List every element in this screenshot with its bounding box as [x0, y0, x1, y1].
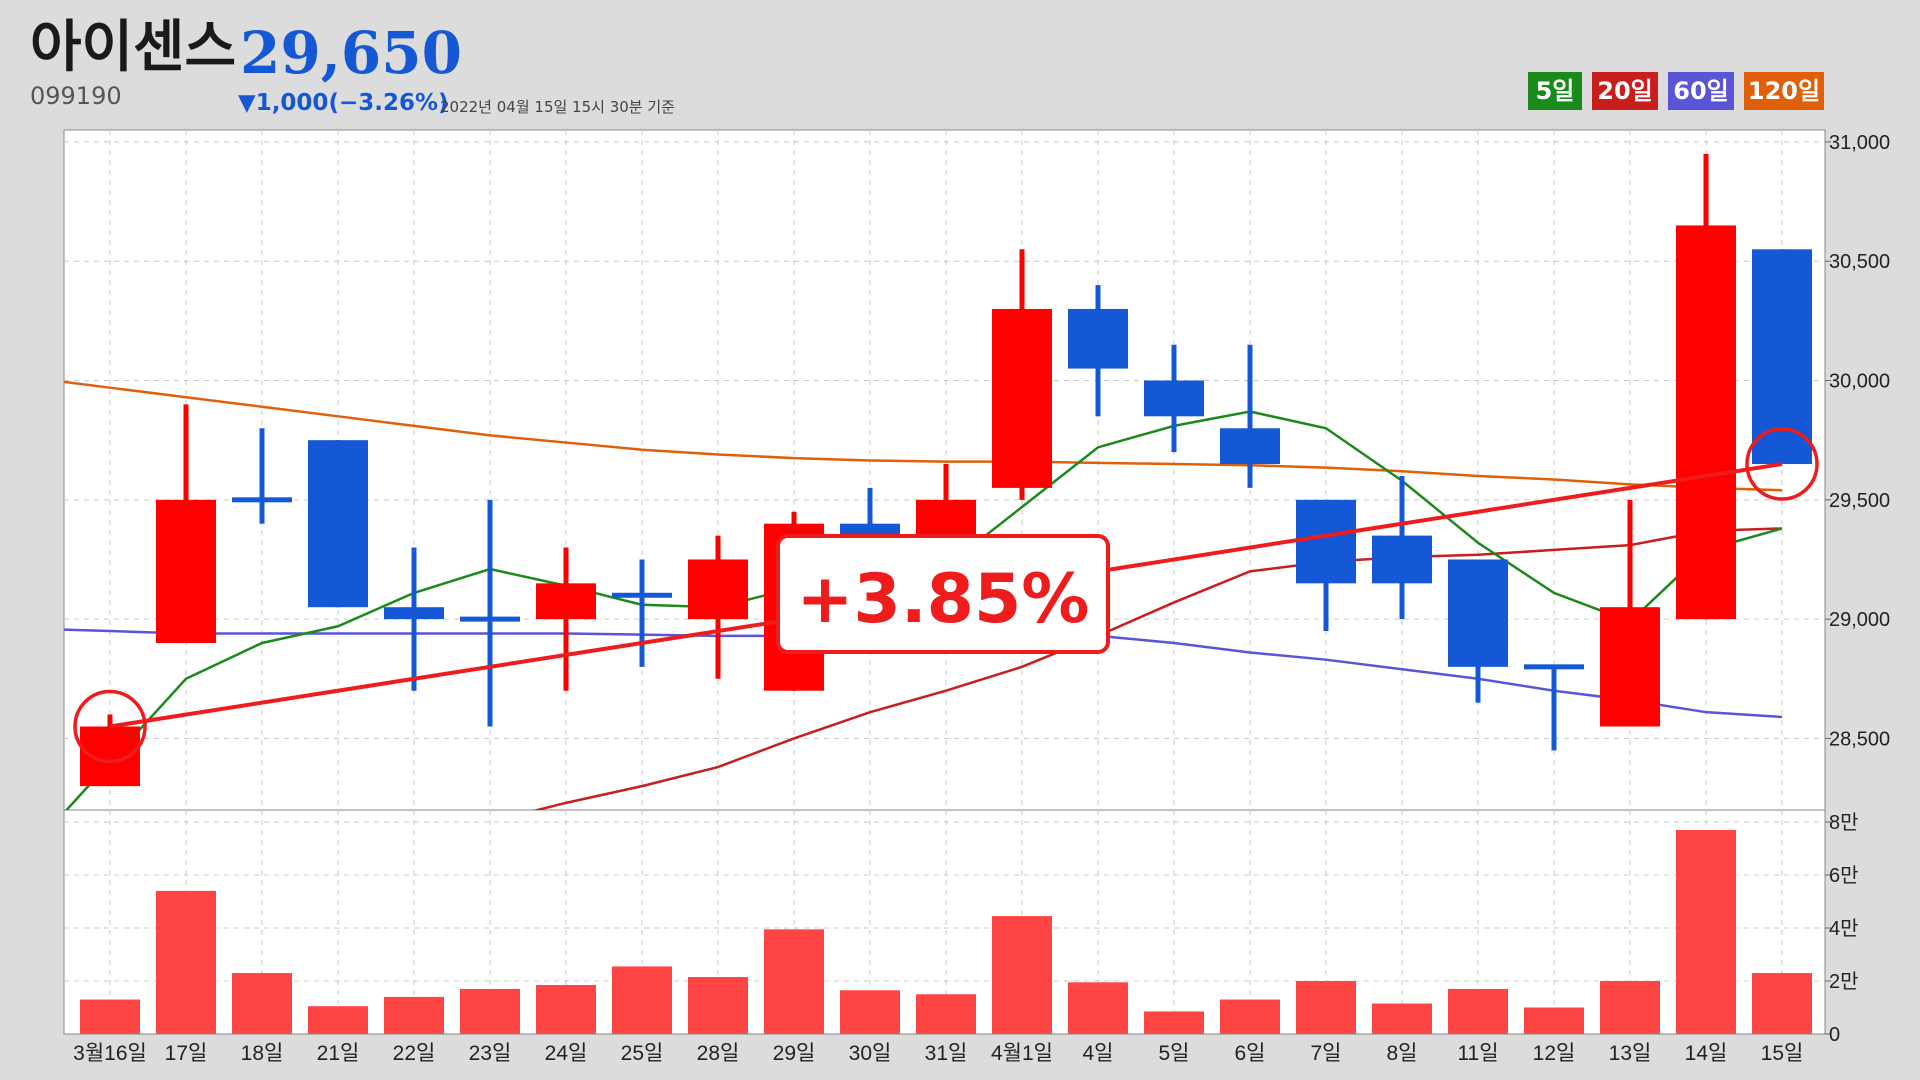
x-tick-label: 17일 [165, 1042, 208, 1065]
volume-bar [308, 1006, 368, 1034]
volume-bar [1448, 988, 1508, 1034]
candle-body [308, 440, 368, 608]
volume-bar [1372, 1003, 1432, 1034]
candle-body [384, 607, 444, 620]
trend-end-marker [1745, 427, 1819, 501]
volume-bar [460, 988, 520, 1034]
x-tick-label: 11일 [1457, 1042, 1498, 1065]
candle-body [1296, 499, 1356, 584]
x-tick-label: 24일 [545, 1042, 588, 1065]
volume-bar [1600, 981, 1660, 1034]
current-price: 29,650 [240, 19, 462, 87]
ma-line-extension [64, 380, 111, 389]
volume-bar [992, 916, 1052, 1034]
volume-bar [156, 890, 216, 1034]
trend-start-marker [73, 689, 147, 764]
change-annotation-box [776, 534, 1110, 654]
volume-bar [840, 990, 900, 1034]
volume-bar [536, 984, 596, 1034]
x-tick-label: 7일 [1311, 1042, 1342, 1065]
candle-body [1676, 225, 1736, 620]
volume-tick-label: 2만 [1829, 970, 1859, 993]
volume-bar [1676, 829, 1736, 1034]
x-tick-label: 29일 [773, 1042, 816, 1065]
x-tick-label: 4일 [1083, 1042, 1114, 1065]
candle-body [1068, 308, 1128, 369]
volume-bar [916, 994, 976, 1034]
volume-tick-label: 6만 [1829, 864, 1859, 887]
x-tick-label: 28일 [697, 1042, 740, 1065]
candle-body [536, 583, 596, 620]
volume-tick-label: 4만 [1829, 917, 1859, 940]
volume-bar [1220, 999, 1280, 1034]
volume-bar [1296, 981, 1356, 1034]
price-tick-label: 30,500 [1829, 251, 1890, 273]
legend-ma120: 120일 [1744, 72, 1824, 110]
x-tick-label: 6일 [1235, 1042, 1266, 1065]
candle-body [688, 559, 748, 620]
candle-body [1448, 559, 1508, 667]
x-tick-label: 23일 [469, 1042, 512, 1065]
change-annotation-label: +3.85% [797, 560, 1090, 639]
x-tick-label: 4월1일 [991, 1042, 1053, 1065]
candle-body [1220, 428, 1280, 465]
stock-name: 아이센스 [30, 15, 237, 80]
x-tick-label: 8일 [1387, 1042, 1418, 1065]
price-change: ▼1,000(−3.26%) [238, 90, 449, 116]
volume-bar [80, 999, 140, 1034]
as-of-timestamp: 2022년 04월 15일 15시 30분 기준 [440, 98, 675, 116]
x-tick-label: 3월16일 [73, 1042, 147, 1065]
candle-body [460, 616, 520, 622]
ma-line-extension [64, 628, 111, 633]
x-tick-label: 5일 [1159, 1042, 1190, 1065]
price-tick-label: 29,000 [1829, 609, 1890, 631]
x-tick-label: 15일 [1761, 1042, 1804, 1065]
price-tick-label: 29,500 [1829, 490, 1890, 512]
candle-body [1752, 249, 1812, 465]
ma-line-120일 [109, 386, 1783, 492]
stock-code: 099190 [30, 82, 122, 110]
volume-bar [1068, 982, 1128, 1034]
volume-bar [384, 996, 444, 1034]
candle-body [1372, 535, 1432, 584]
volume-bar [612, 966, 672, 1034]
x-tick-label: 31일 [925, 1042, 968, 1065]
price-tick-label: 28,500 [1829, 728, 1890, 750]
volume-bar [1524, 1007, 1584, 1034]
price-tick-label: 31,000 [1829, 132, 1890, 154]
x-tick-label: 12일 [1533, 1042, 1576, 1065]
legend-ma5: 5일 [1528, 72, 1582, 110]
x-tick-label: 21일 [317, 1042, 360, 1065]
x-tick-label: 14일 [1685, 1042, 1728, 1065]
volume-bar [764, 929, 824, 1034]
x-tick-label: 18일 [241, 1042, 284, 1065]
x-tick-label: 25일 [621, 1042, 664, 1065]
legend-ma20: 20일 [1592, 72, 1658, 110]
volume-tick-label: 0 [1829, 1024, 1840, 1046]
volume-bar [232, 973, 292, 1034]
volume-bar [1144, 1011, 1204, 1034]
x-tick-label: 13일 [1609, 1042, 1652, 1065]
candle-body [1524, 664, 1584, 670]
volume-bar [1752, 973, 1812, 1034]
x-tick-label: 30일 [849, 1042, 892, 1065]
volume-bar [688, 977, 748, 1034]
ma-line-20일 [532, 527, 1783, 810]
candle-body [156, 499, 216, 643]
candle-body [992, 308, 1052, 488]
candle-body [1600, 607, 1660, 727]
volume-tick-label: 8만 [1829, 811, 1859, 834]
legend-ma60: 60일 [1668, 72, 1734, 110]
candle-body [232, 497, 292, 503]
price-tick-label: 30,000 [1829, 371, 1890, 393]
candle-body [1144, 380, 1204, 417]
x-tick-label: 22일 [393, 1042, 436, 1065]
candle-body [612, 592, 672, 598]
